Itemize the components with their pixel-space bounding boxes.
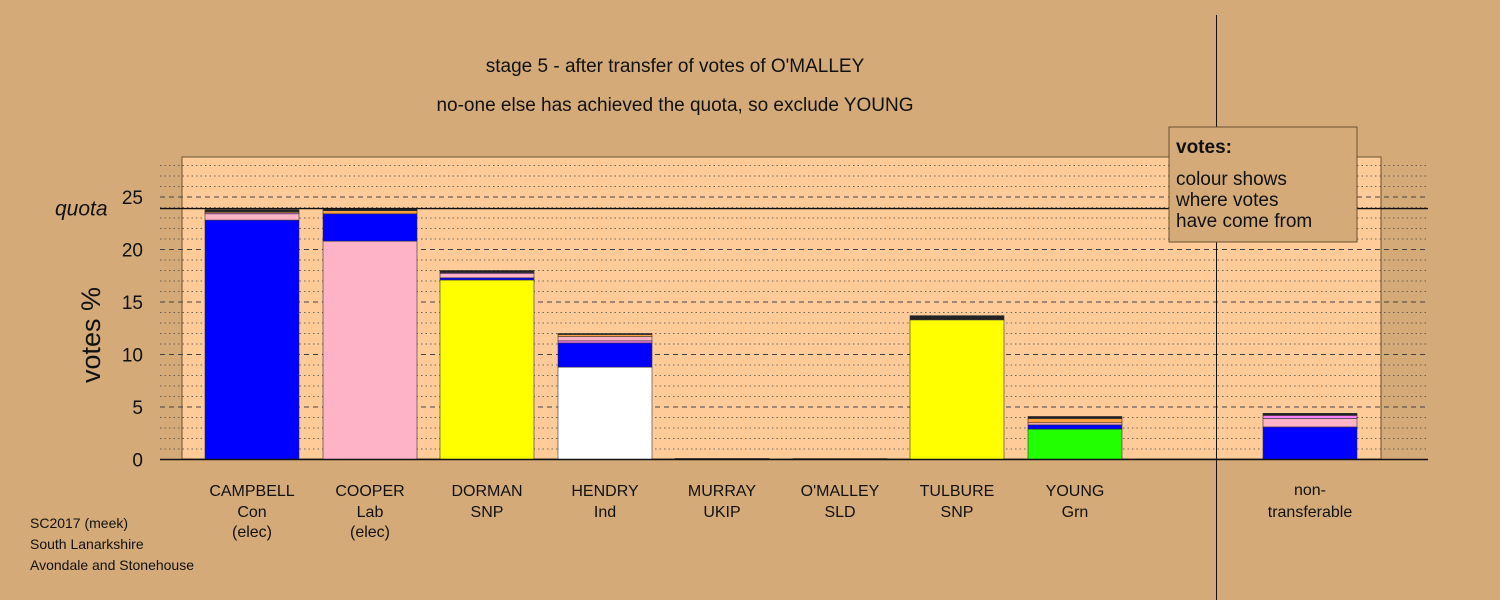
y-tick-label: 10 bbox=[122, 346, 143, 367]
bar-young-segment bbox=[1027, 424, 1123, 430]
bar-dorman-segment bbox=[439, 273, 535, 279]
bar-hendry-segment bbox=[557, 340, 653, 344]
legend-title: votes: bbox=[1176, 137, 1232, 158]
legend-box bbox=[1168, 126, 1358, 243]
y-tick-label: 15 bbox=[122, 293, 143, 314]
bar-hendry-segment bbox=[557, 334, 653, 337]
bar-non-transferable-segment bbox=[1262, 426, 1358, 460]
bar-non-transferable-segment bbox=[1262, 418, 1358, 428]
candidate-party: Lab bbox=[357, 504, 384, 521]
candidate-name: TULBURE bbox=[920, 483, 995, 500]
candidate-party: UKIP bbox=[703, 504, 740, 521]
chart-subtitle: no-one else has achieved the quota, so e… bbox=[436, 95, 913, 116]
y-ticks: 0 5 10 15 20 25 bbox=[122, 188, 143, 472]
candidate-party: SNP bbox=[471, 504, 504, 521]
footer-line-2: South Lanarkshire bbox=[30, 536, 144, 552]
candidate-party: Con bbox=[237, 504, 266, 521]
y-tick-label: 25 bbox=[122, 188, 143, 209]
candidate-name: DORMAN bbox=[451, 483, 522, 500]
candidate-name: COOPER bbox=[335, 483, 404, 500]
candidate-labels: CAMPBELL Con (elec) COOPER Lab (elec) DORMAN SN… bbox=[209, 482, 1352, 541]
chart-title: stage 5 - after transfer of votes of O'M… bbox=[486, 56, 865, 77]
bar-hendry-segment bbox=[557, 366, 653, 460]
bar-dorman-segment bbox=[439, 279, 535, 460]
candidate-party: Ind bbox=[594, 504, 616, 521]
y-tick-label: 5 bbox=[132, 398, 143, 419]
bar-young-segment bbox=[1027, 418, 1123, 424]
candidate-name: O'MALLEY bbox=[801, 483, 880, 500]
bar-tulbure-segment bbox=[909, 319, 1005, 460]
legend: votes: colour shows where votes have com… bbox=[1168, 126, 1358, 243]
bar-tulbure-segment bbox=[909, 315, 1005, 321]
non-transferable-label-2: transferable bbox=[1268, 504, 1353, 521]
quota-label: quota bbox=[55, 198, 108, 221]
bar-campbell-segment bbox=[204, 209, 300, 213]
bar-hendry-segment bbox=[557, 333, 653, 335]
candidate-party: SNP bbox=[941, 504, 974, 521]
candidate-party: Grn bbox=[1062, 504, 1089, 521]
bar-non-transferable-segment bbox=[1262, 415, 1358, 419]
bar-campbell-segment bbox=[204, 219, 300, 460]
bar-group bbox=[204, 208, 1358, 460]
bar-campbell-segment bbox=[204, 213, 300, 221]
candidate-name: YOUNG bbox=[1046, 483, 1105, 500]
legend-line-3: have come from bbox=[1176, 211, 1312, 232]
footer-line-1: SC2017 (meek) bbox=[30, 515, 128, 531]
bar-hendry-segment bbox=[557, 336, 653, 342]
footer-line-3: Avondale and Stonehouse bbox=[30, 557, 194, 573]
bar-young-segment bbox=[1027, 428, 1123, 460]
bar-cooper-segment bbox=[322, 213, 418, 242]
y-axis-label: votes % bbox=[76, 287, 106, 383]
candidate-name: MURRAY bbox=[688, 483, 756, 500]
bar-non-transferable-segment bbox=[1262, 412, 1358, 416]
candidate-name: HENDRY bbox=[571, 483, 639, 500]
legend-line-2: where votes bbox=[1175, 190, 1278, 211]
bar-dorman-segment bbox=[439, 270, 535, 273]
bar-dorman-segment bbox=[439, 277, 535, 281]
candidate-name: CAMPBELL bbox=[209, 483, 294, 500]
candidate-party: SLD bbox=[824, 504, 855, 521]
candidate-status: (elec) bbox=[350, 524, 390, 541]
bar-cooper-segment bbox=[322, 210, 418, 215]
y-tick-label: 0 bbox=[132, 451, 143, 472]
bar-hendry-segment bbox=[557, 342, 653, 368]
legend-line-1: colour shows bbox=[1176, 169, 1287, 190]
bar-young-segment bbox=[1027, 422, 1123, 426]
y-tick-label: 20 bbox=[122, 241, 143, 262]
bar-cooper-segment bbox=[322, 240, 418, 460]
non-transferable-label-1: non- bbox=[1294, 482, 1326, 499]
candidate-status: (elec) bbox=[232, 524, 272, 541]
bar-young-segment bbox=[1027, 416, 1123, 419]
